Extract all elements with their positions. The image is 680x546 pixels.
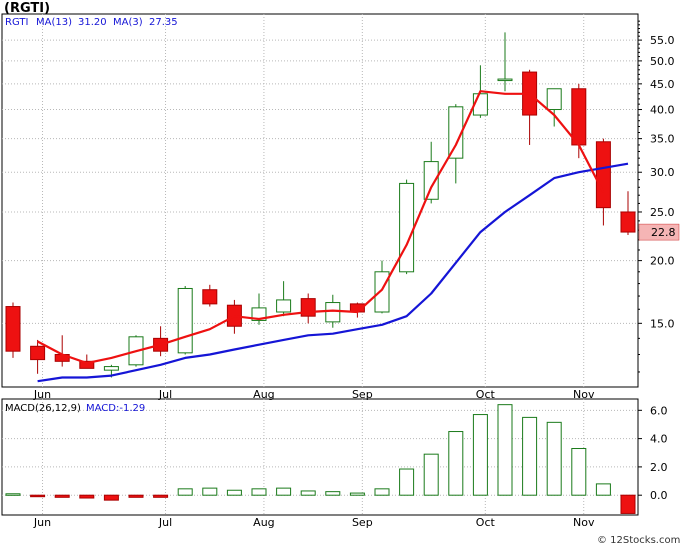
macd-bar-negative — [153, 494, 169, 498]
macd-bar-positive — [226, 489, 242, 496]
month-label: Jun — [33, 388, 51, 401]
macd-tick-label: 6.0 — [650, 404, 668, 417]
moving-average-lines — [37, 90, 629, 383]
candle-up — [374, 271, 390, 313]
macd-bar-negative — [54, 494, 70, 498]
price-tick-label: 40.0 — [650, 104, 675, 117]
macd-month-label: Nov — [573, 516, 595, 529]
macd-bar-positive — [5, 493, 21, 496]
macd-bar-negative — [79, 494, 95, 499]
candle-up — [325, 302, 341, 323]
price-panel-frame — [1, 13, 639, 388]
macd-axis: 0.0 2.0 4.0 6.0 — [638, 404, 668, 502]
candle-up — [546, 88, 562, 111]
macd-panel-frame — [1, 398, 639, 516]
macd-bar-positive — [325, 491, 341, 496]
price-month-grid — [42, 14, 585, 387]
watermark: © 12Stocks.com — [597, 535, 680, 546]
macd-bar-positive — [595, 483, 611, 496]
macd-legend-value: MACD:-1.29 — [86, 403, 145, 414]
legend-ma13-label: MA(13) — [36, 17, 72, 28]
macd-bar-positive — [374, 488, 390, 496]
last-price-label: 22.8 — [651, 226, 676, 239]
macd-tick-label: 2.0 — [650, 461, 668, 474]
candle-down — [595, 141, 611, 209]
ticker-title: (RGTI) — [4, 1, 50, 16]
macd-bar-positive — [251, 488, 267, 496]
macd-tick-label: 0.0 — [650, 489, 668, 502]
macd-bar-positive — [448, 431, 464, 496]
macd-bar-negative — [620, 494, 636, 514]
month-labels-price: Jun Jul Aug Sep Oct Nov — [33, 388, 595, 401]
macd-bar-positive — [177, 488, 193, 496]
macd-month-label: Aug — [253, 516, 274, 529]
legend-symbol: RGTI — [5, 17, 28, 28]
legend-ma3-label: MA(3) — [113, 17, 143, 28]
price-tick-label: 25.0 — [650, 206, 675, 219]
candle-down — [620, 211, 636, 233]
price-tick-label: 15.0 — [650, 317, 675, 330]
month-label: Jul — [158, 388, 172, 401]
ma13-line — [37, 162, 629, 383]
month-labels-macd: Jun Jul Aug Sep Oct Nov — [33, 516, 595, 529]
price-axis: 15.0 20.0 25.0 30.0 35.0 40.0 45.0 50.0 55.0 — [638, 20, 675, 373]
price-tick-label: 50.0 — [650, 55, 675, 68]
ma3-line — [37, 90, 605, 365]
price-tick-label: 20.0 — [650, 255, 675, 268]
price-tick-label: 55.0 — [650, 34, 675, 47]
month-label: Sep — [352, 388, 373, 401]
legend-ma3-value: 27.35 — [149, 17, 178, 28]
macd-bars — [5, 404, 636, 514]
candle-down — [5, 306, 21, 352]
macd-bar-positive — [276, 487, 292, 496]
macd-bar-positive — [571, 448, 587, 496]
macd-bar-positive — [349, 492, 365, 496]
macd-bar-positive — [399, 468, 415, 496]
macd-bar-positive — [472, 414, 488, 496]
candle-up — [448, 106, 464, 159]
macd-tick-label: 4.0 — [650, 433, 668, 446]
candle-up — [103, 366, 119, 371]
macd-month-label: Oct — [476, 516, 496, 529]
month-label: Aug — [253, 388, 274, 401]
last-price-box — [638, 223, 680, 241]
candle-up — [399, 182, 415, 273]
candle-down — [79, 360, 95, 369]
candle-up — [423, 161, 439, 200]
price-tick-label: 45.0 — [650, 78, 675, 91]
macd-bar-positive — [423, 453, 439, 496]
price-tick-label: 30.0 — [650, 166, 675, 179]
macd-bar-negative — [128, 494, 144, 498]
legend-ma13-value: 31.20 — [78, 17, 107, 28]
price-grid — [2, 39, 638, 324]
macd-bar-positive — [202, 487, 218, 496]
candle-up — [497, 78, 513, 82]
macd-bar-positive — [546, 421, 562, 496]
month-label: Oct — [476, 388, 496, 401]
macd-month-label: Jul — [158, 516, 172, 529]
macd-bar-positive — [522, 416, 538, 496]
month-label: Nov — [573, 388, 595, 401]
macd-bar-negative — [30, 494, 46, 498]
price-tick-label: 35.0 — [650, 133, 675, 146]
macd-month-label: Sep — [352, 516, 373, 529]
candle-down — [30, 345, 46, 361]
macd-bar-positive — [300, 490, 316, 496]
candle-up — [177, 287, 193, 354]
candle-up — [276, 299, 292, 313]
macd-bar-positive — [497, 404, 513, 496]
candle-down — [202, 289, 218, 305]
macd-month-label: Jun — [33, 516, 51, 529]
macd-legend-label: MACD(26,12,9) — [5, 403, 81, 414]
candle-down — [571, 88, 587, 146]
macd-bar-negative — [103, 494, 119, 501]
